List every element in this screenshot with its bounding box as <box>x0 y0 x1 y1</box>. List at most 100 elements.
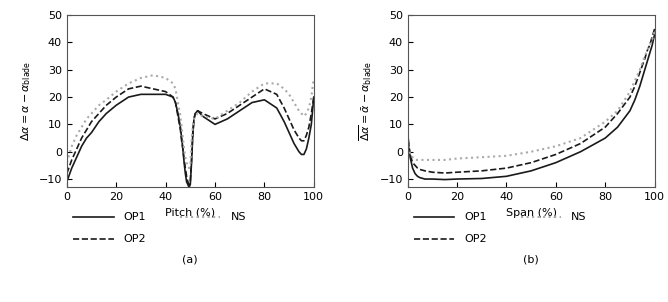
NS <box>178 125 186 129</box>
NS <box>453 157 461 160</box>
OP2 <box>601 125 609 129</box>
OP1 <box>178 136 186 140</box>
Text: OP1: OP1 <box>464 212 487 223</box>
OP2 <box>194 109 202 113</box>
NS <box>189 125 197 129</box>
NS <box>273 82 281 85</box>
OP2 <box>643 49 651 53</box>
OP1 <box>651 32 659 36</box>
Text: (b): (b) <box>523 255 539 265</box>
Text: NS: NS <box>230 212 246 223</box>
OP2 <box>169 95 177 99</box>
OP2 <box>297 139 305 143</box>
OP1 <box>646 52 654 55</box>
OP1 <box>285 131 293 134</box>
OP2 <box>172 101 180 104</box>
OP2 <box>478 169 486 173</box>
NS <box>172 87 180 91</box>
NS <box>83 117 91 121</box>
OP1 <box>416 176 424 179</box>
OP1 <box>77 144 86 148</box>
OP2 <box>614 112 622 115</box>
NS <box>441 158 449 162</box>
OP1 <box>223 117 231 121</box>
NS <box>182 161 190 165</box>
OP2 <box>95 112 103 115</box>
NS <box>411 158 419 162</box>
NS <box>261 82 269 85</box>
NS <box>137 76 145 80</box>
OP1 <box>63 180 71 184</box>
OP1 <box>198 114 206 118</box>
NS <box>643 49 651 53</box>
OP1 <box>180 161 188 165</box>
OP2 <box>411 164 419 167</box>
OP2 <box>180 158 188 162</box>
OP2 <box>67 158 75 162</box>
OP1 <box>83 136 91 140</box>
OP2 <box>198 112 206 115</box>
NS <box>290 101 298 104</box>
NS <box>646 43 654 47</box>
OP1 <box>179 147 187 151</box>
NS <box>188 139 196 143</box>
OP1 <box>182 180 190 184</box>
OP1 <box>95 120 103 124</box>
NS <box>305 106 313 110</box>
OP1 <box>248 101 256 104</box>
OP1 <box>172 101 180 104</box>
OP2 <box>248 95 256 99</box>
OP1 <box>124 95 132 99</box>
OP1 <box>428 177 436 181</box>
OP2 <box>300 139 308 143</box>
OP1 <box>73 155 81 159</box>
OP2 <box>178 139 186 143</box>
OP2 <box>576 142 584 145</box>
OP1 <box>261 98 269 101</box>
NS <box>601 120 609 124</box>
Y-axis label: $\Delta\alpha = \alpha - \alpha_\mathrm{blade}$: $\Delta\alpha = \alpha - \alpha_\mathrm{… <box>19 61 33 141</box>
OP1 <box>189 133 197 137</box>
OP1 <box>190 117 198 121</box>
NS <box>428 158 436 162</box>
OP1 <box>280 120 288 124</box>
NS <box>295 109 303 113</box>
OP2 <box>646 43 654 47</box>
OP2 <box>184 180 192 184</box>
NS <box>576 136 584 140</box>
OP2 <box>403 136 411 140</box>
OP2 <box>406 153 414 156</box>
OP1 <box>478 177 486 180</box>
NS <box>67 144 75 148</box>
OP2 <box>428 170 436 174</box>
OP1 <box>601 136 609 140</box>
OP2 <box>421 169 429 173</box>
OP1 <box>297 153 305 156</box>
NS <box>191 114 199 118</box>
NS <box>176 114 184 118</box>
OP1 <box>413 175 422 178</box>
OP1 <box>643 60 651 63</box>
Text: (a): (a) <box>182 255 198 265</box>
OP1 <box>648 43 656 47</box>
OP2 <box>295 136 303 140</box>
OP1 <box>112 104 120 107</box>
OP1 <box>406 155 414 159</box>
OP2 <box>413 166 422 170</box>
OP2 <box>305 125 313 129</box>
Line: NS: NS <box>407 31 655 160</box>
NS <box>185 166 193 170</box>
OP2 <box>174 114 182 118</box>
OP2 <box>88 120 96 124</box>
OP2 <box>102 104 110 107</box>
NS <box>403 139 411 143</box>
OP2 <box>261 87 269 91</box>
NS <box>73 133 81 137</box>
NS <box>502 154 510 158</box>
OP1 <box>184 183 192 186</box>
NS <box>636 68 644 72</box>
NS <box>236 101 244 104</box>
OP2 <box>273 92 281 96</box>
OP1 <box>188 161 196 165</box>
OP1 <box>67 166 75 170</box>
